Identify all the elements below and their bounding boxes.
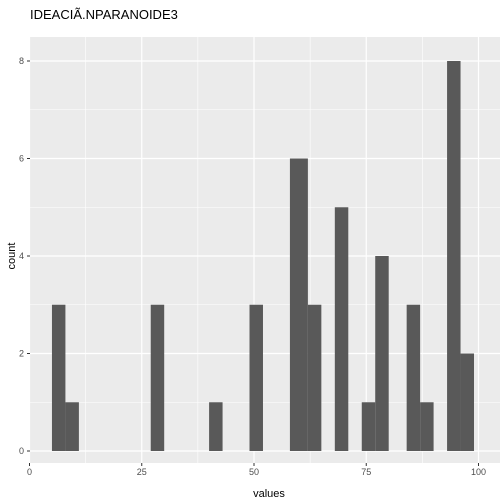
x-tick-label: 75 — [361, 467, 371, 477]
histogram-bar — [406, 304, 421, 451]
histogram-bar — [51, 304, 66, 451]
histogram-bar — [361, 402, 376, 451]
x-tick-label: 100 — [471, 467, 486, 477]
plot-panel — [30, 37, 500, 463]
y-tick-label: 6 — [19, 154, 24, 164]
x-tick-label: 25 — [137, 467, 147, 477]
histogram-bar — [460, 353, 475, 451]
y-tick-label: 8 — [19, 56, 24, 66]
histogram-bar — [307, 304, 322, 451]
y-tick-label: 4 — [19, 251, 24, 261]
histogram-bar — [334, 207, 349, 451]
histogram-bar — [447, 61, 461, 451]
histogram-bar — [65, 402, 79, 451]
histogram-bar — [375, 256, 389, 451]
histogram-bar — [209, 402, 223, 451]
x-tick-label: 0 — [27, 467, 32, 477]
histogram-bar — [150, 304, 165, 451]
x-tick-label: 50 — [249, 467, 259, 477]
histogram-bar — [249, 304, 263, 451]
histogram-bar — [420, 402, 434, 451]
chart-title: IDEACIÃ.NPARANOIDE3 — [30, 7, 178, 22]
y-tick-label: 2 — [19, 349, 24, 359]
axes: 0 25 50 75 100 0 2 4 6 8 — [19, 56, 486, 477]
bars — [51, 61, 475, 451]
histogram-bar — [289, 158, 308, 451]
y-tick-label: 0 — [19, 446, 24, 456]
x-axis-title: values — [253, 488, 285, 500]
y-axis-title: count — [6, 243, 18, 270]
